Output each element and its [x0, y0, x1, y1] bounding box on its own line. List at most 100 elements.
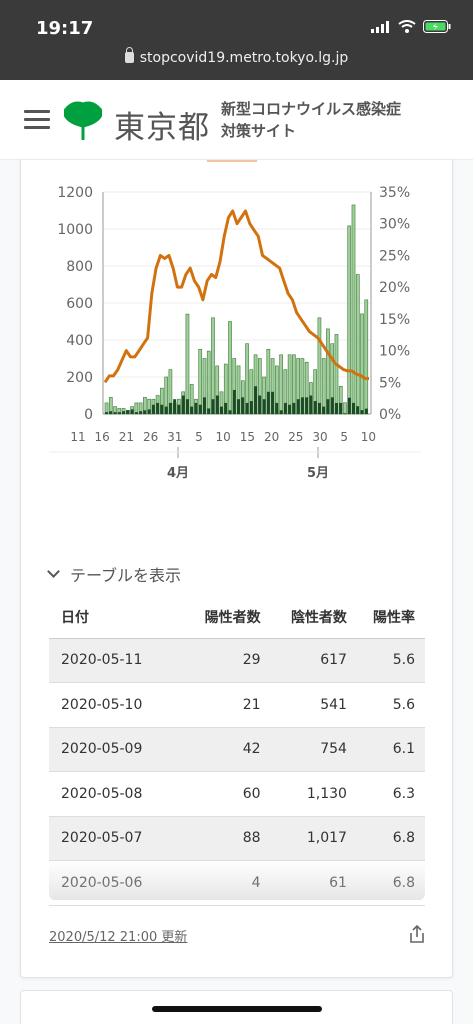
x-tick-label: 15	[240, 430, 255, 444]
bar-positive	[262, 399, 266, 414]
col-header-date[interactable]: 日付	[49, 596, 185, 639]
bar-positive	[139, 411, 143, 414]
bar-negative	[347, 225, 352, 415]
x-tick-label: 5	[195, 430, 203, 444]
bar-positive	[224, 402, 228, 414]
x-tick-label: 21	[119, 430, 134, 444]
bar-positive	[339, 402, 343, 414]
site-title[interactable]: 新型コロナウイルス感染症 対策サイト	[221, 98, 461, 142]
cell-date: 2020-05-08	[49, 771, 185, 817]
bar-positive	[326, 399, 330, 414]
status-icons	[371, 20, 451, 33]
col-header-positive[interactable]: 陽性者数	[184, 596, 271, 639]
bar-positive	[288, 404, 292, 414]
table-row: 2020-05-07 88 1,017 6.8	[49, 816, 425, 861]
x-tick-label: 25	[288, 430, 303, 444]
cell-negative: 1,017	[270, 816, 357, 861]
table-row: 2020-05-10 21 541 5.6	[49, 682, 425, 728]
hamburger-icon[interactable]	[24, 110, 50, 130]
x-tick-label: 26	[143, 430, 158, 444]
bar-positive	[347, 397, 351, 414]
bar-positive	[143, 410, 147, 414]
table-row: 2020-05-11 29 617 5.6	[49, 638, 425, 683]
table-toggle[interactable]: テーブルを表示	[47, 562, 182, 586]
month-label: 5月	[307, 466, 329, 481]
cell-rate: 5.6	[356, 682, 425, 728]
cell-positive: 42	[184, 727, 271, 772]
bar-negative	[364, 299, 369, 415]
bar-positive	[228, 410, 232, 414]
signal-icon	[371, 20, 389, 33]
updated-link[interactable]: 2020/5/12 21:00 更新	[49, 930, 188, 945]
y-right-tick-label: 10%	[379, 344, 410, 360]
bar-negative	[279, 354, 283, 415]
col-header-negative[interactable]: 陰性者数	[270, 596, 357, 639]
table-row: 2020-05-08 60 1,130 6.3	[49, 771, 425, 817]
bar-positive	[334, 402, 339, 414]
y-left-tick-label: 400	[66, 333, 93, 349]
x-tick-label: 16	[95, 430, 110, 444]
bar-positive	[215, 395, 219, 414]
bar-positive	[296, 399, 300, 414]
rate-line	[103, 209, 369, 384]
bar-negative	[206, 350, 211, 415]
x-tick-label: 10	[361, 430, 376, 444]
y-right-tick-label: 20%	[379, 280, 410, 296]
home-indicator[interactable]	[152, 1006, 322, 1012]
site-header: 東京都 新型コロナウイルス感染症 対策サイト	[0, 80, 473, 160]
table-header-row: 日付 陽性者数 陰性者数 陽性率	[49, 596, 425, 639]
bar-positive	[309, 395, 313, 414]
bar-negative	[321, 358, 326, 415]
address-bar[interactable]: stopcovid19.metro.tokyo.lg.jp	[0, 47, 473, 66]
bar-positive	[109, 411, 113, 414]
x-tick-label: 31	[167, 430, 182, 444]
y-left-tick-label: 1200	[57, 185, 93, 201]
y-left-tick-label: 800	[66, 259, 93, 275]
y-right-tick-label: 0%	[379, 407, 401, 423]
bar-positive	[317, 402, 321, 414]
y-right-tick-label: 25%	[379, 248, 410, 264]
bar-positive	[254, 386, 258, 414]
bar-positive	[241, 397, 245, 414]
chevron-down-icon	[47, 565, 60, 578]
cell-positive: 21	[184, 682, 271, 728]
bar-positive	[275, 402, 279, 414]
y-left-tick-label: 200	[66, 370, 93, 386]
table-toggle-label: テーブルを表示	[70, 566, 182, 585]
bar-positive	[202, 397, 207, 414]
x-tick-label: 10	[216, 430, 231, 444]
cell-date: 2020-05-07	[49, 816, 185, 861]
cell-positive: 4	[184, 860, 271, 906]
cell-rate: 6.1	[356, 727, 425, 772]
cell-positive: 60	[184, 771, 271, 817]
status-bar: 19:17 stopcovid19.metro.tokyo.lg.jp	[0, 0, 473, 80]
bar-positive	[177, 404, 181, 414]
bar-positive	[190, 406, 194, 414]
col-header-rate[interactable]: 陽性率	[356, 596, 425, 639]
bar-positive	[164, 406, 168, 414]
cell-date: 2020-05-06	[49, 860, 185, 906]
bar-positive	[351, 402, 356, 414]
battery-icon	[423, 20, 451, 33]
y-right-tick-label: 30%	[379, 217, 410, 233]
chart-top-accent	[207, 160, 257, 162]
bar-positive	[198, 404, 202, 414]
bar-positive	[313, 401, 317, 414]
bar-positive	[330, 397, 334, 414]
cell-date: 2020-05-09	[49, 727, 185, 772]
bar-positive	[279, 410, 283, 414]
bar-negative	[317, 317, 322, 415]
bar-positive	[160, 404, 164, 414]
positive-rate-chart: 1200 1000 800 600 400 200 0 35% 30% 25% 20% 15% 10% 5…	[49, 185, 421, 481]
bar-positive	[168, 402, 172, 414]
cell-positive: 88	[184, 816, 271, 861]
bar-positive	[360, 410, 364, 414]
bar-negative	[198, 348, 203, 415]
bar-positive	[134, 412, 138, 414]
share-icon[interactable]	[407, 924, 427, 944]
bar-positive	[283, 402, 287, 414]
bar-positive	[300, 397, 304, 414]
bar-negative	[360, 313, 364, 415]
bar-positive	[117, 412, 121, 414]
table-row: 2020-05-09 42 754 6.1	[49, 727, 425, 772]
